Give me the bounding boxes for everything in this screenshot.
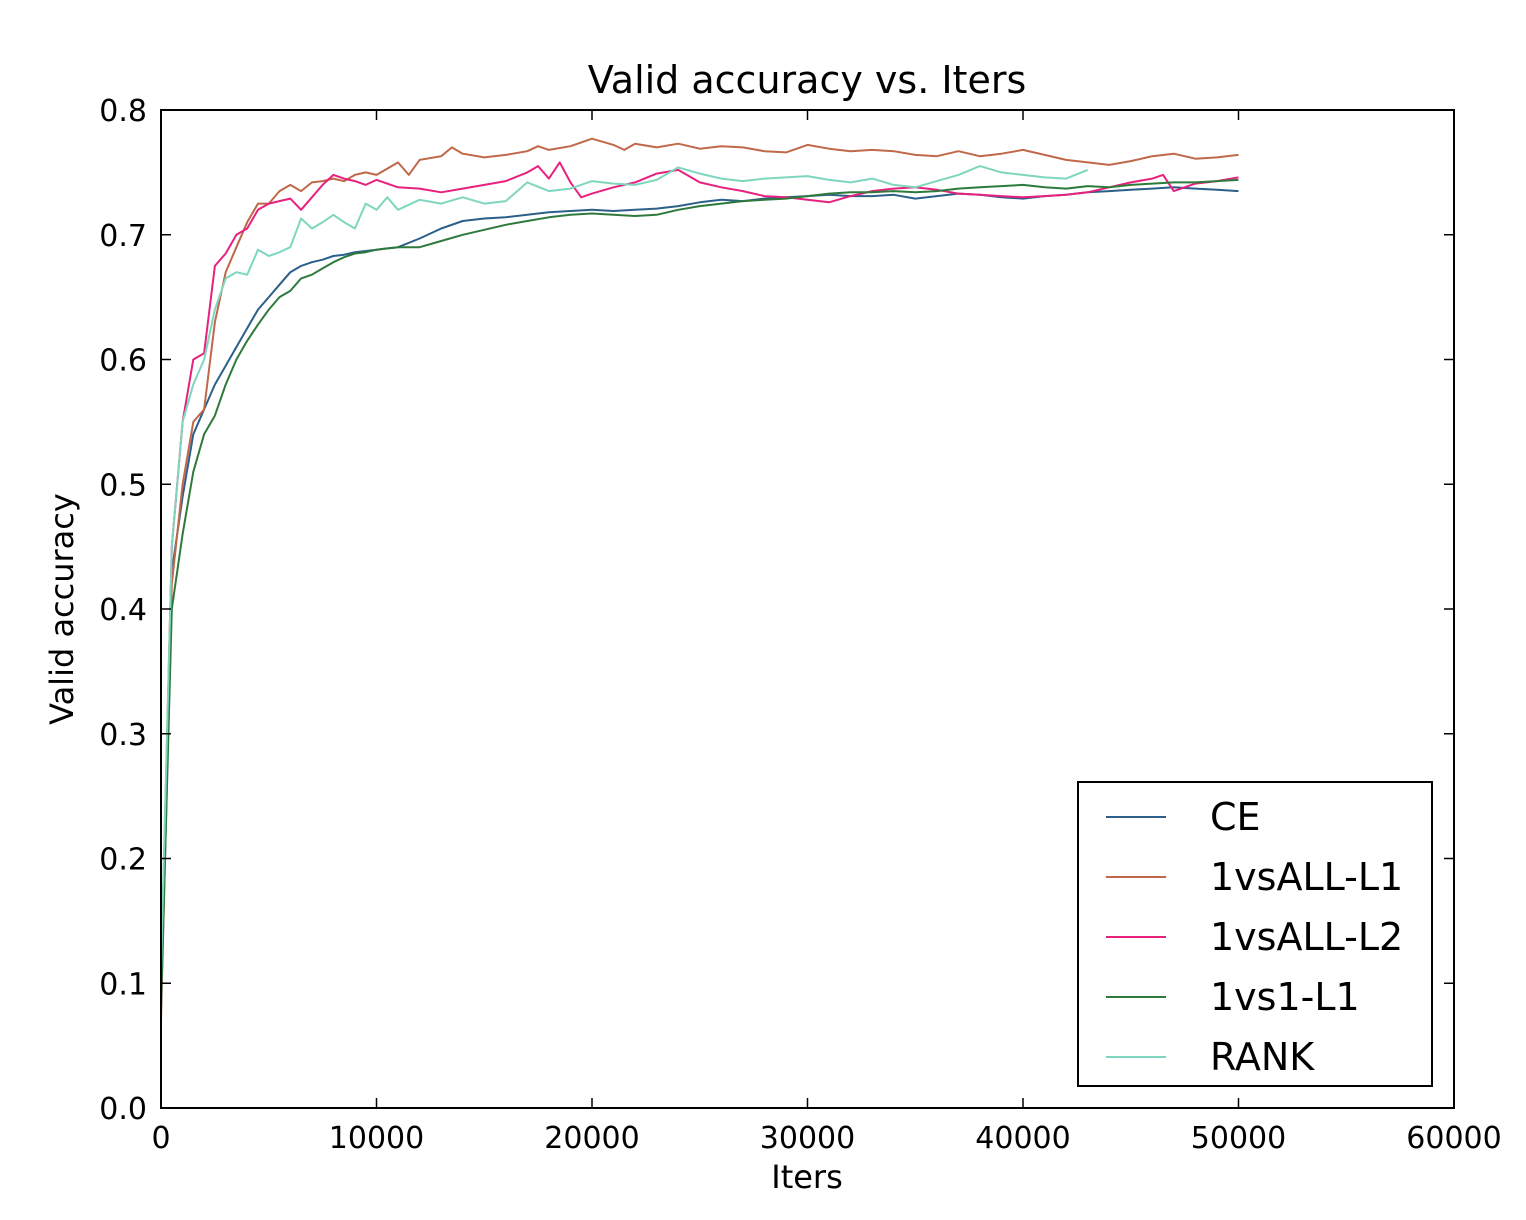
x-tick-label: 10000	[329, 1121, 424, 1156]
x-tick-label: 40000	[975, 1121, 1070, 1156]
series-line-3	[160, 178, 1239, 1009]
legend-items: CE 1vsALL-L1 1vsALL-L2 1vs1-L1 RANK	[1106, 795, 1403, 1079]
legend-entry-label: CE	[1210, 795, 1261, 839]
legend-box	[1077, 781, 1433, 1087]
y-tick-label: 0.0	[99, 1092, 147, 1127]
x-tick-label: 50000	[1191, 1121, 1286, 1156]
x-tick-label: 60000	[1406, 1121, 1501, 1156]
x-tick-label: 30000	[760, 1121, 855, 1156]
y-tick-label: 0.8	[99, 94, 147, 129]
legend-entry-label: 1vsALL-L1	[1210, 855, 1403, 899]
series-layer	[160, 137, 1239, 1021]
y-tick-label: 0.7	[99, 219, 147, 254]
legend: CE 1vsALL-L1 1vsALL-L2 1vs1-L1 RANK	[1077, 781, 1433, 1087]
y-tick-label: 0.5	[99, 468, 147, 503]
series-line-1	[160, 137, 1239, 1021]
legend-entry-label: 1vs1-L1	[1210, 975, 1360, 1019]
y-tick-label: 0.4	[99, 593, 147, 628]
y-tick-label: 0.6	[99, 344, 147, 379]
chart-title: Valid accuracy vs. Iters	[588, 58, 1027, 102]
series-line-0	[160, 186, 1239, 996]
x-tick-label: 20000	[544, 1121, 639, 1156]
y-tick-label: 0.3	[99, 718, 147, 753]
ticks-layer: 0 10000 20000 30000 40000 50000 60000 0.0 0.1 0.2…	[99, 94, 1501, 1156]
x-tick-label: 0	[151, 1121, 170, 1156]
series-line-2	[160, 161, 1239, 984]
x-axis-label: Iters	[771, 1158, 843, 1196]
y-tick-label: 0.2	[99, 843, 147, 878]
legend-entry-label: RANK	[1210, 1035, 1315, 1079]
legend-entry-label: 1vsALL-L2	[1210, 915, 1403, 959]
y-axis-label: Valid accuracy	[43, 493, 81, 725]
series-line-4	[160, 165, 1089, 971]
y-tick-label: 0.1	[99, 967, 147, 1002]
